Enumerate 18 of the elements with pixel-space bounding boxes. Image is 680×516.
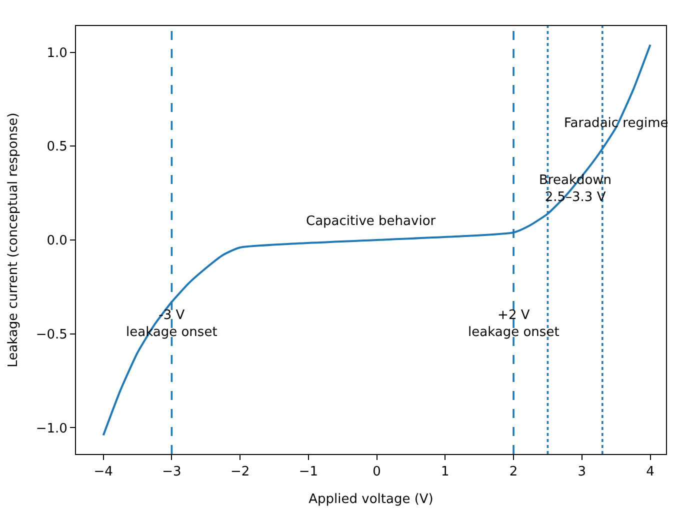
y-tick-label: 1.0: [46, 46, 68, 61]
x-tick-label: 4: [646, 464, 654, 480]
y-tick-label: 0.5: [46, 140, 68, 155]
x-axis-title: Applied voltage (V): [308, 492, 434, 508]
x-tick-label: 1: [441, 464, 450, 480]
x-tick-label: 2: [509, 464, 518, 480]
x-tick-label: −3: [162, 464, 182, 480]
x-tick-label: 3: [578, 464, 586, 480]
y-tick-label: −0.5: [36, 327, 68, 342]
x-tick-label: 0: [372, 464, 381, 480]
annotation: Capacitive behavior: [306, 214, 436, 229]
x-tick-label: −2: [230, 464, 250, 480]
y-axis-title: Leakage current (conceptual response): [6, 112, 21, 368]
y-tick-label: −1.0: [36, 421, 68, 436]
x-tick-label: −1: [298, 464, 318, 480]
annotation: +2 V leakage onset: [468, 308, 560, 340]
x-tick-label: −4: [94, 464, 113, 480]
y-tick-label: 0.0: [46, 234, 68, 249]
